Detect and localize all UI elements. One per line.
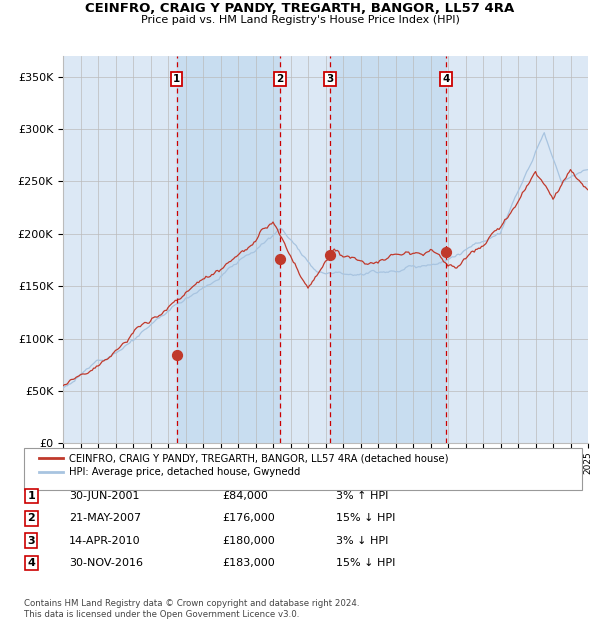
Text: 30-JUN-2001: 30-JUN-2001: [69, 491, 139, 501]
Text: 3% ↓ HPI: 3% ↓ HPI: [336, 536, 388, 546]
Point: [172, 350, 181, 360]
Text: 14-APR-2010: 14-APR-2010: [69, 536, 140, 546]
Text: Contains HM Land Registry data © Crown copyright and database right 2024.
This d: Contains HM Land Registry data © Crown c…: [24, 600, 359, 619]
Point: [275, 254, 284, 264]
Text: 15% ↓ HPI: 15% ↓ HPI: [336, 558, 395, 568]
Text: 21-MAY-2007: 21-MAY-2007: [69, 513, 141, 523]
Text: 4: 4: [443, 74, 450, 84]
Bar: [331, 56, 446, 443]
Text: 3: 3: [28, 536, 35, 546]
Text: 15% ↓ HPI: 15% ↓ HPI: [336, 513, 395, 523]
Text: 30-NOV-2016: 30-NOV-2016: [69, 558, 143, 568]
Text: 3: 3: [327, 74, 334, 84]
Text: £180,000: £180,000: [222, 536, 275, 546]
Text: £183,000: £183,000: [222, 558, 275, 568]
Text: 2: 2: [28, 513, 35, 523]
Text: £176,000: £176,000: [222, 513, 275, 523]
Text: 1: 1: [28, 491, 35, 501]
Point: [442, 247, 451, 257]
Text: CEINFRO, CRAIG Y PANDY, TREGARTH, BANGOR, LL57 4RA: CEINFRO, CRAIG Y PANDY, TREGARTH, BANGOR…: [85, 2, 515, 15]
Text: CEINFRO, CRAIG Y PANDY, TREGARTH, BANGOR, LL57 4RA (detached house): CEINFRO, CRAIG Y PANDY, TREGARTH, BANGOR…: [69, 453, 449, 463]
Text: 3% ↑ HPI: 3% ↑ HPI: [336, 491, 388, 501]
Text: 2: 2: [276, 74, 283, 84]
Text: 4: 4: [27, 558, 35, 568]
Text: HPI: Average price, detached house, Gwynedd: HPI: Average price, detached house, Gwyn…: [69, 467, 301, 477]
Text: £84,000: £84,000: [222, 491, 268, 501]
Text: Price paid vs. HM Land Registry's House Price Index (HPI): Price paid vs. HM Land Registry's House …: [140, 15, 460, 25]
Point: [326, 250, 335, 260]
Bar: [176, 56, 280, 443]
Text: 1: 1: [173, 74, 180, 84]
